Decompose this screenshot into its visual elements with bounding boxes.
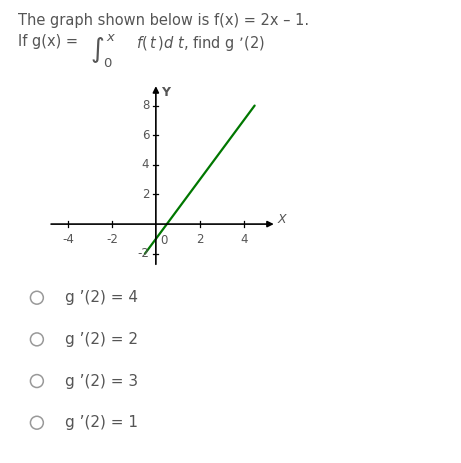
Text: 8: 8 bbox=[142, 99, 149, 112]
Text: $\int_0^x$: $\int_0^x$ bbox=[90, 32, 116, 70]
Text: -2: -2 bbox=[137, 247, 149, 260]
Text: The graph shown below is f(x) = 2x – 1.: The graph shown below is f(x) = 2x – 1. bbox=[18, 13, 310, 28]
Text: 2: 2 bbox=[196, 233, 203, 246]
Text: Y: Y bbox=[161, 86, 170, 99]
Text: g ’(2) = 2: g ’(2) = 2 bbox=[65, 332, 137, 347]
Text: 2: 2 bbox=[142, 188, 149, 201]
Text: 6: 6 bbox=[142, 129, 149, 142]
Text: g ’(2) = 1: g ’(2) = 1 bbox=[65, 415, 137, 430]
Text: 0: 0 bbox=[160, 234, 168, 247]
Text: g ’(2) = 3: g ’(2) = 3 bbox=[65, 374, 138, 388]
Text: -4: -4 bbox=[62, 233, 74, 246]
Text: If g(x) =: If g(x) = bbox=[18, 34, 83, 49]
Text: 4: 4 bbox=[240, 233, 248, 246]
Text: -2: -2 bbox=[106, 233, 118, 246]
Text: $f(\,t\,)d$ $t$, find g ’(2): $f(\,t\,)d$ $t$, find g ’(2) bbox=[127, 34, 265, 53]
Text: X: X bbox=[278, 213, 286, 226]
Text: 4: 4 bbox=[142, 158, 149, 171]
Text: g ’(2) = 4: g ’(2) = 4 bbox=[65, 290, 137, 305]
